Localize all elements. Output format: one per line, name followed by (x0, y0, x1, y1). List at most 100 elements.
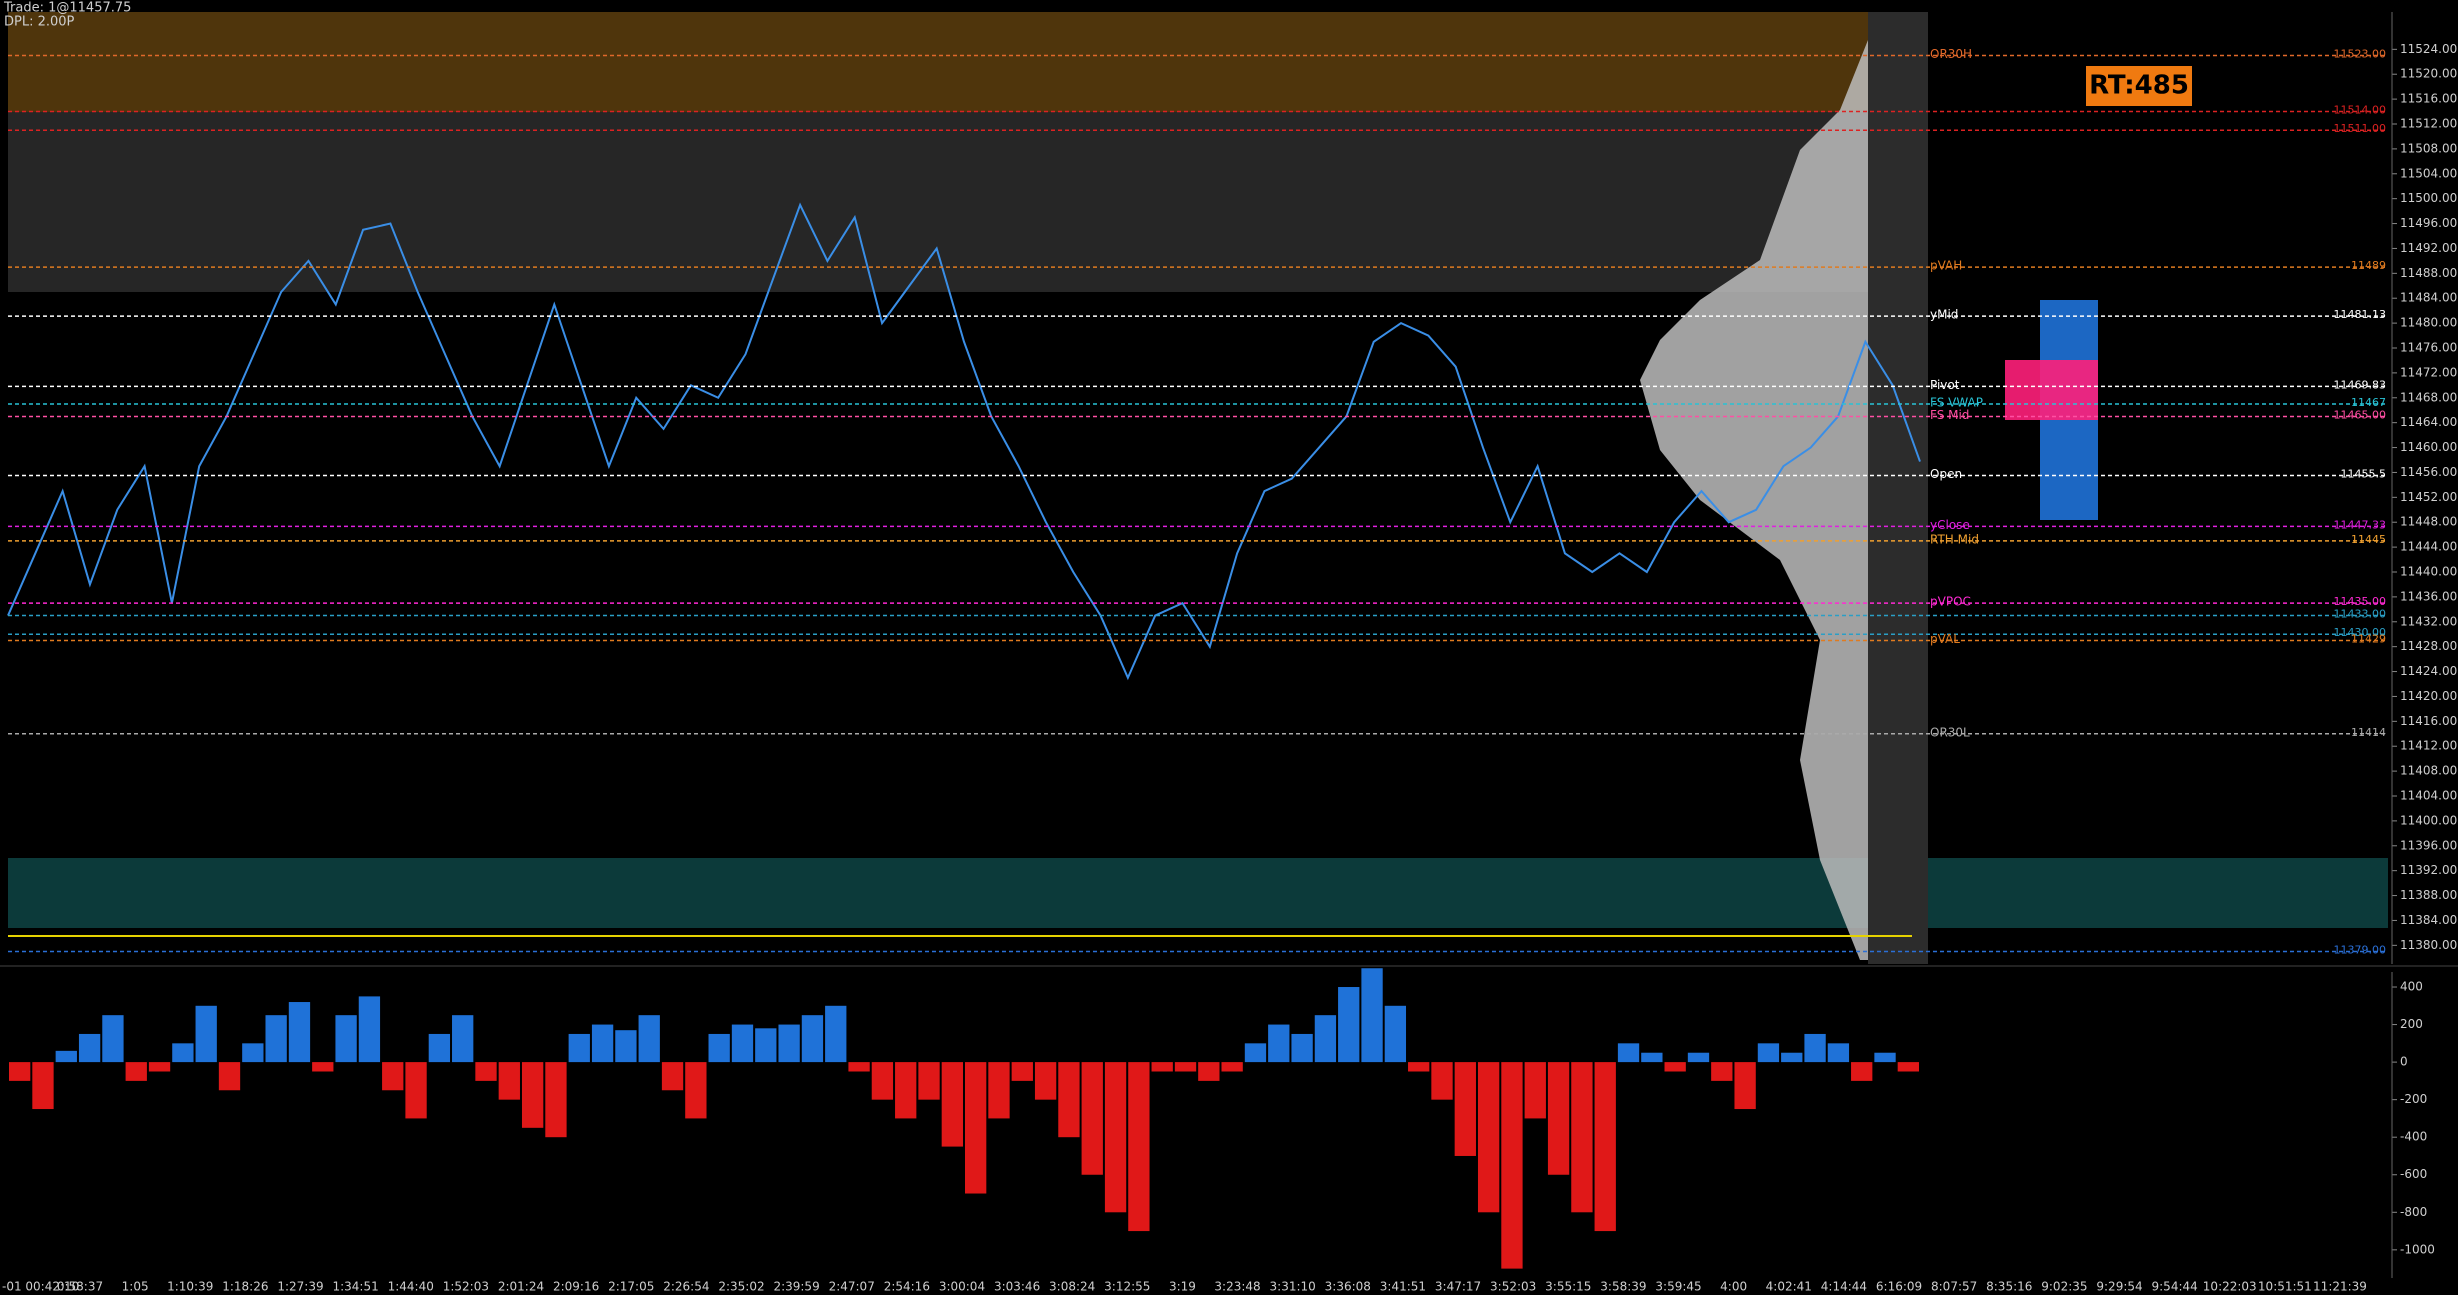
histogram-bar (1501, 1062, 1523, 1269)
histogram-bar (265, 1015, 287, 1063)
y-tick-label: 11508.00 (2400, 141, 2457, 155)
x-tick-label: 3:31:10 (1270, 1280, 1316, 1294)
x-tick-label: 2:47:07 (829, 1280, 875, 1294)
y-tick-label: 11512.00 (2400, 117, 2457, 131)
histogram-bar (1011, 1062, 1033, 1081)
histogram-bar (895, 1062, 917, 1119)
x-tick-label: 10:22:03 (2203, 1280, 2257, 1294)
histogram-bar (801, 1015, 824, 1063)
level-value: 11433.00 (2334, 608, 2387, 621)
y-tick-label: 11524.00 (2400, 42, 2457, 56)
x-tick-label: 2:35:02 (718, 1280, 764, 1294)
histogram-bar (778, 1024, 800, 1063)
histogram-bar (1431, 1062, 1453, 1100)
level-label: pVAL (1930, 632, 1960, 646)
histogram-bar (288, 1002, 311, 1063)
y-tick-label: -1000 (2400, 1242, 2435, 1256)
histogram-bar (825, 1005, 847, 1063)
y-tick-label: 11404.00 (2400, 789, 2457, 803)
histogram-bar (1477, 1062, 1500, 1213)
histogram-bar (1174, 1062, 1197, 1072)
level-value: 11455.5 (2341, 468, 2387, 481)
level-label: yClose (1930, 518, 1970, 532)
x-tick-label: 3:36:08 (1325, 1280, 1371, 1294)
histogram-bar (1734, 1062, 1756, 1110)
level-value: 11489 (2351, 259, 2386, 272)
x-tick-label: 4:14:44 (1821, 1280, 1867, 1294)
x-tick-label: 3:00:04 (939, 1280, 985, 1294)
y-tick-label: 11436.00 (2400, 589, 2457, 603)
y-tick-label: 11416.00 (2400, 714, 2457, 728)
y-tick-label: 11488.00 (2400, 266, 2457, 280)
histogram-bar (848, 1062, 870, 1072)
delta-profile (2005, 360, 2098, 420)
histogram-bar (1664, 1062, 1686, 1072)
histogram-bar (591, 1024, 614, 1063)
y-tick-label: 11424.00 (2400, 664, 2457, 678)
x-tick-label: 10:51:51 (2258, 1280, 2312, 1294)
x-tick-label: 3:52:03 (1490, 1280, 1536, 1294)
histogram-bar (1757, 1043, 1780, 1063)
histogram-bar (172, 1043, 194, 1063)
histogram-bar (1617, 1043, 1640, 1063)
y-tick-label: 11384.00 (2400, 913, 2457, 927)
histogram-bar (1338, 987, 1360, 1063)
y-tick-label: 11472.00 (2400, 365, 2457, 379)
x-tick-label: 3:19 (1169, 1280, 1196, 1294)
histogram-bar (1408, 1062, 1430, 1072)
level-value: 11511.00 (2334, 122, 2387, 135)
histogram-bar (1244, 1043, 1267, 1063)
histogram-bar (1897, 1062, 1919, 1072)
histogram-bar (1361, 968, 1383, 1063)
x-tick-label: 4:00 (1720, 1280, 1747, 1294)
y-tick-label: 11396.00 (2400, 838, 2457, 852)
x-tick-label: 1:52:03 (443, 1280, 489, 1294)
histogram-bar (638, 1015, 660, 1063)
y-tick-label: 11440.00 (2400, 565, 2457, 579)
level-label: FS Mid (1930, 408, 1969, 422)
y-tick-label: 11492.00 (2400, 241, 2457, 255)
histogram-bar (32, 1062, 54, 1110)
histogram-bar (475, 1062, 497, 1081)
level-value: 11481.13 (2334, 308, 2387, 321)
session-label: -01 00:42:10 (2, 1280, 79, 1294)
histogram-bar (1454, 1062, 1476, 1156)
x-tick-label: 8:07:57 (1931, 1280, 1977, 1294)
level-label: FS VWAP (1930, 396, 1983, 410)
y-tick-label: 11520.00 (2400, 67, 2457, 81)
histogram-bar (1221, 1062, 1243, 1072)
level-label: OR30H (1930, 47, 1972, 61)
x-tick-label: 3:08:24 (1049, 1280, 1095, 1294)
histogram-bar (1851, 1062, 1873, 1081)
histogram-bar (1524, 1062, 1546, 1119)
histogram-bar (1104, 1062, 1127, 1213)
level-label: yMid (1930, 308, 1958, 322)
histogram-bar (1687, 1052, 1710, 1063)
x-tick-label: 3:03:46 (994, 1280, 1040, 1294)
x-tick-label: 1:05 (122, 1280, 149, 1294)
histogram-bar (708, 1033, 730, 1063)
level-label: pVPOC (1930, 595, 1971, 609)
y-tick-label: 11516.00 (2400, 92, 2457, 106)
y-tick-label: 11452.00 (2400, 490, 2457, 504)
rt-box (2086, 66, 2192, 106)
y-tick-label: 11504.00 (2400, 166, 2457, 180)
y-tick-label: 11476.00 (2400, 341, 2457, 355)
level-label: Pivot (1930, 378, 1960, 392)
or-band (8, 12, 1868, 112)
y-tick-label: 11408.00 (2400, 764, 2457, 778)
histogram-bar (1198, 1062, 1220, 1081)
histogram-bar (1268, 1024, 1290, 1063)
x-tick-label: 3:58:39 (1600, 1280, 1646, 1294)
histogram-bar (1594, 1062, 1616, 1232)
x-tick-label: 2:39:59 (773, 1280, 819, 1294)
x-tick-label: 9:29:54 (2096, 1280, 2142, 1294)
x-tick-label: 1:44:40 (388, 1280, 434, 1294)
histogram-bar (685, 1062, 707, 1119)
histogram-bar (358, 996, 381, 1063)
x-tick-label: 1:10:39 (167, 1280, 213, 1294)
y-tick-label: -800 (2400, 1205, 2427, 1219)
x-tick-label: 2:01:24 (498, 1280, 544, 1294)
y-tick-label: -200 (2400, 1092, 2427, 1106)
histogram-bar (125, 1062, 147, 1081)
